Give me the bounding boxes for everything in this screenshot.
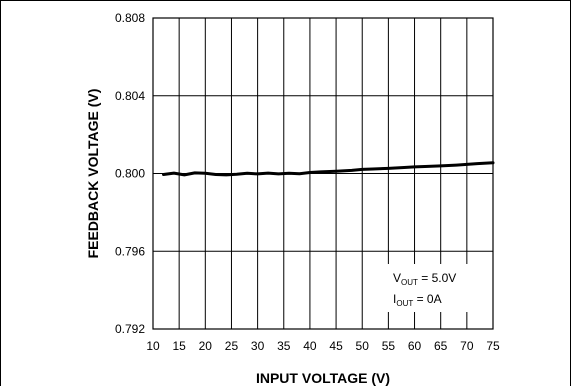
x-tick-label: 70 — [460, 339, 474, 353]
x-tick-label: 40 — [303, 339, 317, 353]
annotation-iout-main: I — [393, 292, 396, 306]
x-tick-label: 45 — [329, 339, 343, 353]
annotation-vout-main: V — [393, 271, 401, 285]
x-tick-label: 75 — [486, 339, 500, 353]
annotation-iout-rest: = 0A — [413, 292, 441, 306]
x-tick-label: 35 — [277, 339, 291, 353]
series-layer — [162, 161, 495, 177]
y-tick-label: 0.804 — [115, 89, 145, 103]
x-tick-label: 10 — [146, 339, 160, 353]
x-tick-label: 50 — [356, 339, 370, 353]
annotation-vout: VOUT = 5.0V — [393, 271, 456, 287]
series-line — [162, 161, 495, 177]
x-tick-label: 15 — [172, 339, 186, 353]
y-axis-label: FEEDBACK VOLTAGE (V) — [85, 89, 101, 259]
y-tick-label: 0.808 — [115, 11, 145, 25]
annotation-vout-sub: OUT — [401, 278, 418, 287]
x-tick-label: 30 — [251, 339, 265, 353]
x-tick-label: 20 — [199, 339, 213, 353]
x-tick-label: 55 — [382, 339, 396, 353]
x-axis-label: INPUT VOLTAGE (V) — [256, 370, 390, 386]
x-tick-label: 25 — [225, 339, 239, 353]
x-tick-label: 60 — [408, 339, 422, 353]
annotation-iout-sub: OUT — [396, 299, 413, 308]
y-tick-labels: 0.792 0.796 0.800 0.804 0.808 — [115, 11, 145, 336]
x-tick-label: 65 — [434, 339, 448, 353]
plot-area — [152, 17, 494, 330]
y-tick-label: 0.792 — [115, 322, 145, 336]
annotation-background — [387, 264, 473, 312]
y-tick-label: 0.800 — [115, 167, 145, 181]
annotation-box: VOUT = 5.0V IOUT = 0A — [387, 264, 473, 312]
x-tick-labels: 10 15 20 25 30 35 40 45 50 55 60 65 70 75 — [146, 339, 500, 353]
annotation-iout: IOUT = 0A — [393, 292, 442, 308]
y-tick-label: 0.796 — [115, 244, 145, 258]
annotation-vout-rest: = 5.0V — [418, 271, 456, 285]
